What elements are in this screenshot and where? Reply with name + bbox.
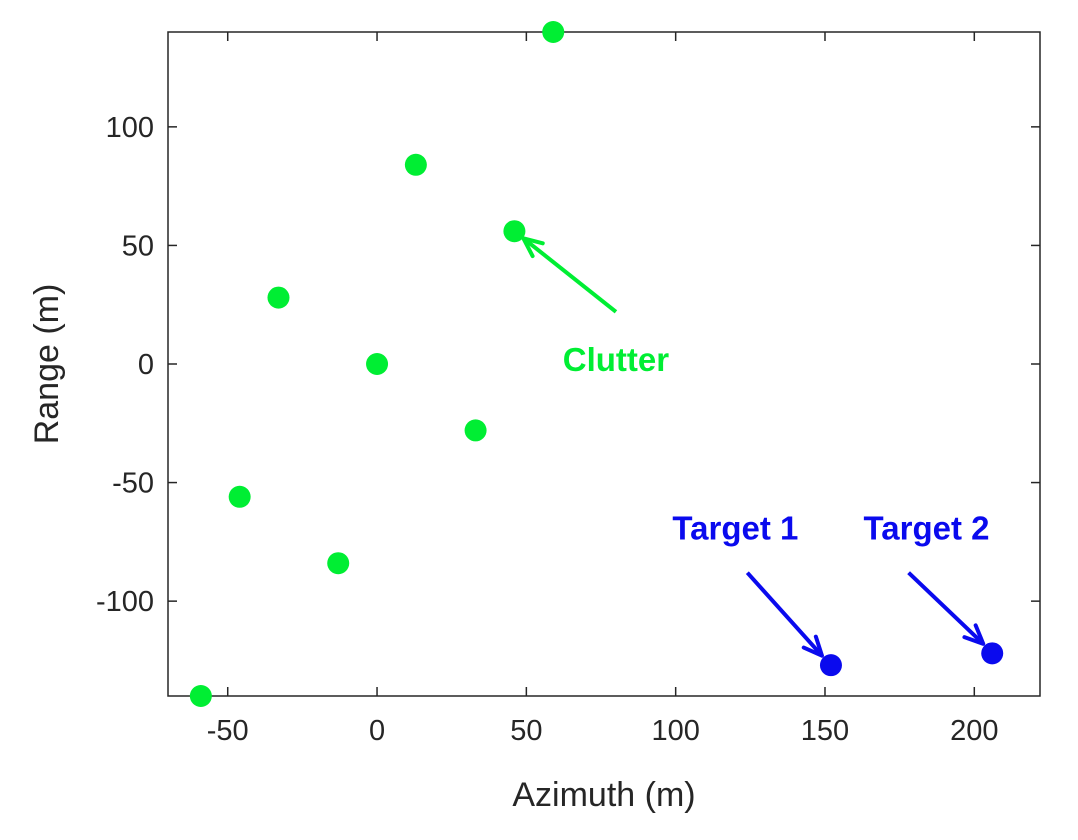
x-tick-label: 50 — [510, 715, 542, 747]
data-point — [503, 220, 526, 243]
data-point — [404, 153, 427, 176]
data-point — [366, 353, 389, 375]
x-tick-label: 0 — [369, 715, 385, 747]
data-marks — [189, 21, 1004, 707]
data-point — [819, 654, 842, 677]
x-tick-label: -50 — [207, 715, 249, 747]
data-point — [267, 286, 290, 309]
annotation-label: Clutter — [563, 341, 669, 378]
y-tick-label: 100 — [106, 112, 154, 144]
y-tick-label: 0 — [138, 349, 154, 381]
annotation-label: Target 2 — [864, 509, 990, 546]
data-point — [189, 685, 212, 707]
y-tick-label: 50 — [122, 230, 154, 262]
annotation-arrow-line — [907, 571, 985, 646]
annotation-label: Target 1 — [672, 509, 798, 546]
x-axis-title: Azimuth (m) — [512, 776, 695, 814]
plot-area — [167, 31, 1041, 697]
y-tick-label: -50 — [112, 468, 154, 500]
annotations: Clutter Target 1 Target 2 — [521, 236, 990, 658]
data-point — [464, 419, 487, 442]
x-tick-label: 100 — [651, 715, 699, 747]
annotation-arrow-line — [522, 236, 618, 314]
annotation-arrow-line — [745, 571, 824, 658]
data-point — [542, 21, 565, 43]
annotation-arrow-head — [962, 623, 986, 646]
annotation-arrow-head — [521, 236, 545, 259]
x-tick-label: 200 — [950, 715, 998, 747]
y-tick-label: -100 — [96, 586, 154, 618]
data-point — [981, 642, 1004, 665]
data-point — [228, 485, 251, 508]
data-point — [327, 552, 350, 575]
annotation-arrow-head — [801, 634, 824, 658]
x-tick-label: 150 — [801, 715, 849, 747]
axis-ticks: -50 0 50 100 150 200 -100 -50 0 50 100 — [96, 32, 1040, 747]
y-axis-title: Range (m) — [28, 284, 66, 445]
